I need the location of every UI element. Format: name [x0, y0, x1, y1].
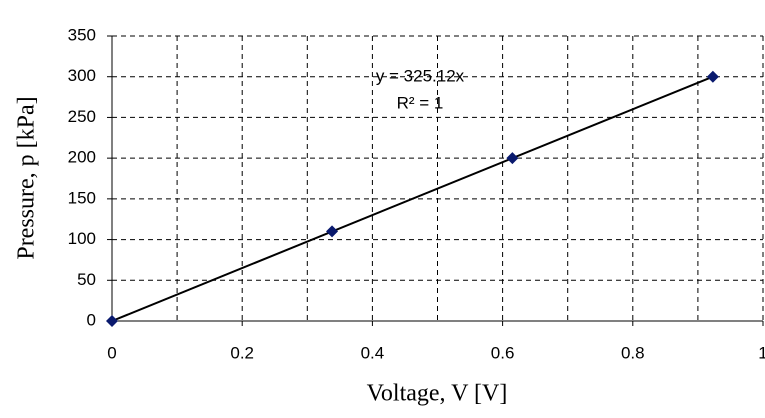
trendline-equation: y = 325.12x	[376, 66, 465, 85]
trendline	[111, 75, 714, 322]
x-tick-label: 0.4	[361, 343, 385, 362]
y-tick-label: 300	[68, 66, 96, 85]
y-tick-label: 350	[68, 25, 96, 44]
x-tick-label: 1	[758, 343, 765, 362]
x-tick-label: 0.6	[491, 343, 515, 362]
y-tick-label: 0	[87, 310, 96, 329]
data-point	[106, 315, 118, 327]
trendline-r2: R² = 1	[397, 93, 444, 112]
y-axis-label: Pressure, p [kPa]	[14, 96, 40, 259]
data-point	[706, 70, 719, 83]
y-tick-label: 100	[68, 229, 96, 248]
x-tick-label: 0.8	[621, 343, 645, 362]
y-tick-label: 150	[68, 188, 96, 207]
x-tick-label: 0.2	[230, 343, 254, 362]
y-tick-label: 250	[68, 107, 96, 126]
x-tick-label: 0	[107, 343, 116, 362]
y-tick-label: 50	[77, 270, 96, 289]
y-tick-label: 200	[68, 148, 96, 167]
data-point	[506, 152, 519, 165]
x-axis-label: Voltage, V [V]	[367, 381, 508, 407]
data-point	[326, 225, 339, 238]
